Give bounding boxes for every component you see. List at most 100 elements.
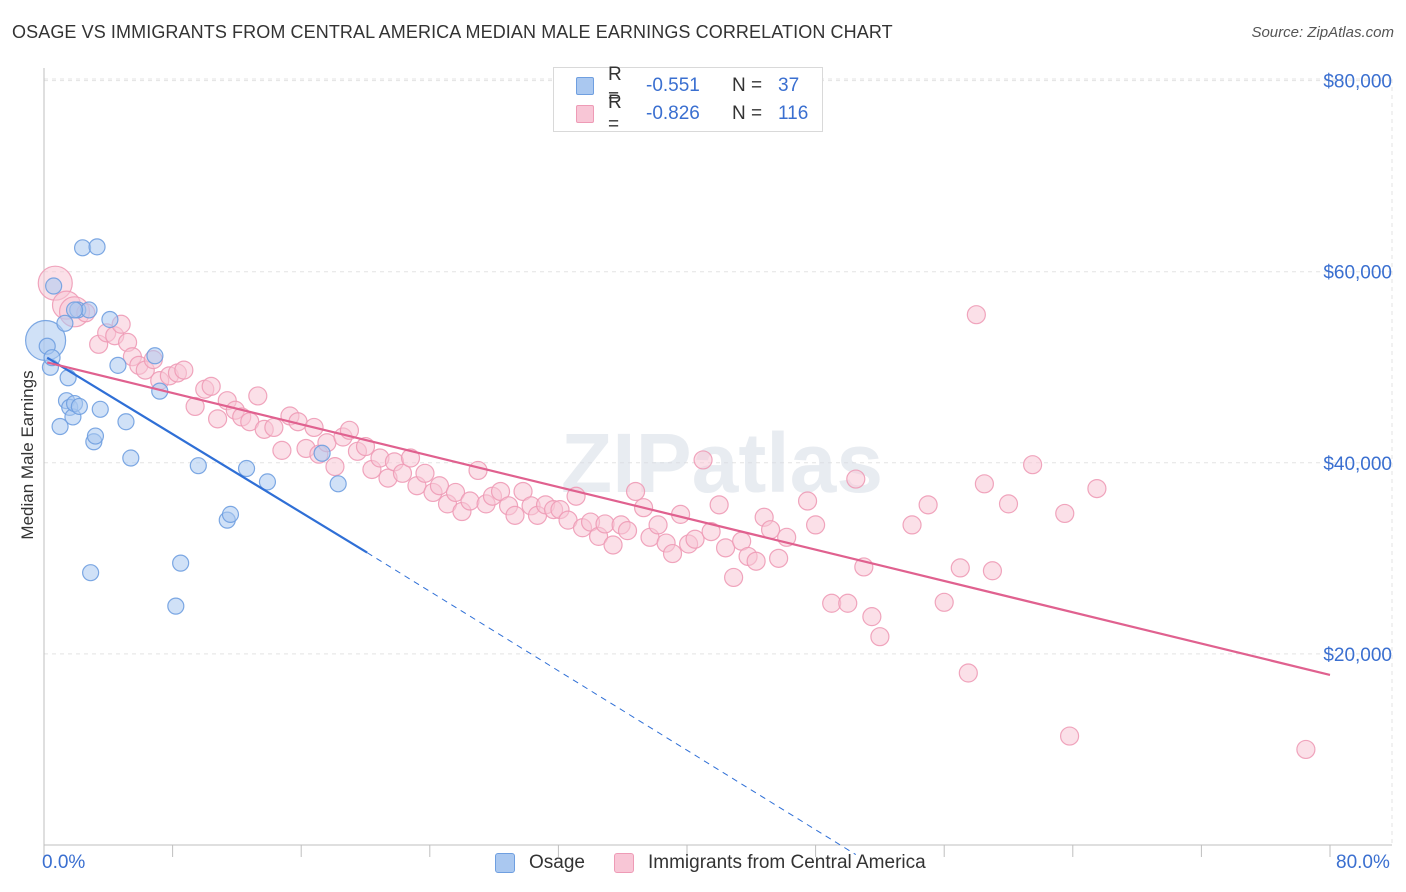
immigrants-point xyxy=(760,520,781,540)
immigrants-point xyxy=(595,514,615,534)
immigrants-point xyxy=(1055,503,1075,524)
immigrants-point xyxy=(822,593,842,613)
immigrants-swatch xyxy=(576,105,594,123)
immigrants-point xyxy=(724,567,744,588)
osage-point xyxy=(88,238,106,256)
n-value: 116 xyxy=(778,103,809,124)
osage-point xyxy=(59,369,77,387)
immigrants-point xyxy=(415,463,435,483)
legend-label-osage: Osage xyxy=(529,852,585,873)
immigrants-point xyxy=(603,535,623,555)
osage-trend-extension xyxy=(366,552,857,855)
osage-point xyxy=(45,277,63,295)
osage-point xyxy=(172,554,190,572)
immigrants-point xyxy=(429,476,450,496)
axes xyxy=(43,68,1392,857)
osage-point xyxy=(313,444,331,462)
osage-point xyxy=(86,427,105,445)
immigrants-point xyxy=(617,521,638,541)
y-tick-labels: $20,000 $40,000 $60,000 $80,000 xyxy=(1323,72,1392,666)
immigrants-point xyxy=(1296,739,1316,760)
r-value: -0.551 xyxy=(646,75,700,96)
series-osage-points xyxy=(25,238,347,615)
immigrants-point xyxy=(174,360,194,380)
y-tick-label: $60,000 xyxy=(1323,263,1392,284)
osage-swatch xyxy=(576,77,594,95)
immigrants-point xyxy=(248,386,268,406)
osage-point xyxy=(329,475,347,493)
osage-point xyxy=(189,457,207,475)
immigrants-point xyxy=(625,481,646,502)
osage-point xyxy=(117,413,135,431)
immigrants-point xyxy=(490,481,511,502)
immigrants-point xyxy=(701,521,721,542)
immigrants-point xyxy=(272,440,292,460)
osage-point xyxy=(146,347,164,365)
osage-trend-line xyxy=(46,356,368,554)
y-tick-label: $80,000 xyxy=(1323,72,1392,93)
immigrants-point xyxy=(201,376,221,396)
legend-item-immigrants[interactable]: Immigrants from Central America xyxy=(614,852,926,874)
immigrants-point xyxy=(870,627,890,647)
immigrants-point xyxy=(934,592,954,612)
immigrants-point xyxy=(998,494,1019,514)
osage-point xyxy=(56,314,74,332)
immigrants-point xyxy=(902,515,922,535)
immigrants-point xyxy=(746,551,766,571)
immigrants-point xyxy=(950,558,970,578)
r-label: R = xyxy=(608,92,622,135)
immigrants-point xyxy=(769,548,789,568)
immigrants-point xyxy=(513,481,533,502)
immigrants-point xyxy=(662,543,683,564)
immigrants-point xyxy=(468,460,488,481)
y-tick-label: $20,000 xyxy=(1323,645,1392,666)
immigrants-point xyxy=(693,450,713,470)
osage-point xyxy=(73,239,92,257)
immigrants-point xyxy=(264,417,284,438)
immigrants-point xyxy=(648,515,668,535)
osage-point xyxy=(122,449,140,467)
osage-point xyxy=(51,417,69,436)
x-min-label: 0.0% xyxy=(42,852,86,873)
immigrants-point xyxy=(392,463,413,483)
osage-point xyxy=(65,301,84,319)
trend-lines xyxy=(46,356,1331,855)
chart-title: OSAGE VS IMMIGRANTS FROM CENTRAL AMERICA… xyxy=(12,22,893,42)
legend-row-immigrants: R = -0.826 N = 116 xyxy=(554,92,809,135)
osage-point xyxy=(109,356,127,374)
immigrants-point xyxy=(982,561,1003,581)
immigrants-point xyxy=(1023,455,1043,475)
osage-point xyxy=(237,459,256,478)
osage-point xyxy=(167,597,185,615)
immigrants-trend-line xyxy=(46,361,1331,676)
immigrants-point xyxy=(797,491,818,511)
osage-point xyxy=(91,400,109,418)
immigrants-point xyxy=(505,505,525,525)
n-value: 37 xyxy=(778,75,800,96)
r-label: R = xyxy=(608,64,622,107)
legend-item-osage[interactable]: Osage xyxy=(495,852,585,874)
legend-label-immigrants: Immigrants from Central America xyxy=(648,852,926,873)
source-credit: Source: ZipAtlas.com xyxy=(1251,24,1394,41)
immigrants-point xyxy=(460,491,480,511)
immigrants-point xyxy=(715,538,736,558)
immigrants-point xyxy=(685,529,705,549)
osage-point xyxy=(221,505,240,523)
immigrants-point xyxy=(846,469,866,489)
immigrants-point xyxy=(862,607,882,627)
x-max-label: 80.0% xyxy=(1336,852,1390,873)
legend-row-osage: R = -0.551 N = 37 xyxy=(554,64,800,107)
immigrants-point xyxy=(974,474,994,494)
osage-point xyxy=(101,310,119,329)
y-tick-label: $40,000 xyxy=(1323,454,1392,475)
n-label: N = xyxy=(732,75,763,96)
n-label: N = xyxy=(732,103,763,124)
immigrants-point xyxy=(445,482,466,503)
immigrants-point xyxy=(400,448,421,468)
r-value: -0.826 xyxy=(646,103,700,124)
correlation-legend: R = -0.551 N = 37 R = -0.826 N = 116 xyxy=(553,64,823,135)
immigrants-point xyxy=(1059,726,1080,746)
osage-point xyxy=(70,397,88,416)
immigrants-point xyxy=(325,457,345,477)
